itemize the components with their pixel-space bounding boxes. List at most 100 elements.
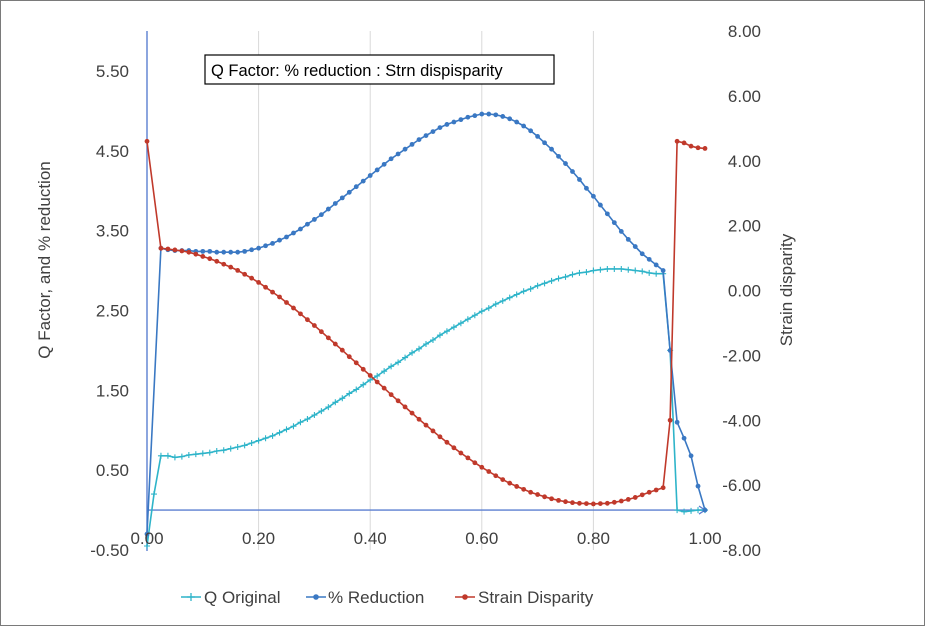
series-2-point-12 [235,267,241,273]
series-2-point-52 [514,484,520,489]
series-0-point-56 [534,282,541,289]
series-0-point-63 [583,269,590,276]
series-2-point-25 [325,335,331,341]
series-2-point-59 [563,499,568,505]
series-2-point-51 [507,480,513,486]
legend-item-strain-disparity: Strain Disparity [455,588,594,607]
series-2-point-76 [681,140,687,146]
y-tick-label-left-4: 3.50 [96,222,129,241]
y-tick-label-left-0: -0.50 [90,541,129,560]
series-2-point-29 [353,360,359,366]
series-2-point-48 [486,469,492,474]
series-2-point-26 [332,341,338,347]
series-2-point-5 [186,249,192,255]
series-2-point-75 [674,138,680,144]
series-0-point-55 [527,285,534,292]
series-0-point-76 [674,507,681,514]
series-0-point-23 [304,416,311,423]
series-2-point-31 [367,373,373,378]
series-1-point-54 [528,128,534,134]
series-1-point-41 [437,125,443,131]
series-1-point-57 [549,146,554,152]
series-0-point-52 [506,294,513,301]
series-1-point-67 [618,229,624,234]
series-0-point-18 [269,432,276,439]
series-1-point-11 [228,249,234,255]
chart-title-border [204,54,555,85]
series-0-point-57 [541,280,548,287]
series-0-point-45 [457,320,464,327]
series-2-point-42 [444,439,450,445]
series-2-point-7 [200,254,206,259]
series-2-point-14 [249,275,255,281]
series-2-point-67 [618,498,624,504]
series-2-point-53 [521,486,527,492]
series-1-point-10 [221,249,227,255]
series-1-point-32 [374,167,380,173]
series-1-point-25 [325,206,331,212]
series-2-point-41 [437,434,443,440]
series-1-point-37 [409,141,415,147]
x-tick-label-0: 0.00 [130,529,163,548]
series-0-point-24 [311,412,318,419]
series-1-point-53 [521,123,527,129]
series-0-point-28 [339,395,346,402]
x-tick-label-2: 0.40 [354,529,387,548]
series-0-point-1 [150,491,157,498]
series-0-point-4 [171,454,178,461]
series-1-point-78 [695,483,701,489]
y-tick-label-right-7: 6.00 [728,87,761,106]
y-tick-label-right-1: -6.00 [722,476,761,495]
series-0-point-22 [297,419,304,426]
series-2-point-77 [688,143,694,149]
series-0-point-2 [157,452,164,459]
y-axis-label-left: Q Factor, and % reduction [35,161,54,359]
series-0-point-32 [367,376,374,383]
series-1-point-47 [479,111,485,117]
series-0-point-0 [144,543,150,550]
series-2-point-3 [172,247,178,253]
series-2-point-32 [374,379,380,385]
series-2-point-79 [702,146,708,151]
series-1-point-0 [144,531,150,537]
series-2-point-58 [556,497,561,503]
series-line-0 [146,268,705,547]
series-0-point-29 [346,390,353,397]
series-2-point-71 [646,489,652,495]
x-tick-label-1: 0.20 [242,529,275,548]
series-0-point-17 [262,435,269,442]
series-2-point-33 [381,385,387,391]
series-1-point-65 [604,211,610,217]
series-0-point-54 [520,288,527,295]
series-1-point-15 [256,245,261,251]
series-1-point-68 [625,236,631,242]
series-2-point-78 [695,145,701,151]
series-2-point-19 [284,300,289,305]
series-0-point-19 [276,429,283,436]
y-tick-label-left-1: 0.50 [96,461,129,480]
series-2-point-24 [318,329,324,335]
series-2-point-30 [360,366,366,372]
series-1-point-39 [423,133,429,138]
series-0-point-12 [227,445,234,452]
series-0-point-46 [464,316,471,323]
series-1-point-50 [500,114,506,119]
series-2-point-40 [430,428,436,434]
series-0-point-35 [388,363,395,370]
series-0-point-59 [555,275,562,282]
series-2-point-17 [270,289,275,295]
series-1-point-45 [465,114,471,120]
series-0-point-43 [443,328,450,335]
series-2-point-1 [158,245,164,251]
series-0-point-72 [646,269,653,276]
series-2-point-50 [500,477,506,483]
legend-item-q-original: Q Original [181,588,281,607]
series-1-point-16 [263,243,268,249]
series-0 [144,265,708,550]
series-1-point-24 [318,212,324,218]
series-2-point-9 [214,258,220,264]
series-2 [144,138,708,507]
series-1-point-51 [507,116,513,122]
y-tick-label-right-2: -4.00 [722,411,761,430]
series-0-point-61 [569,271,576,278]
